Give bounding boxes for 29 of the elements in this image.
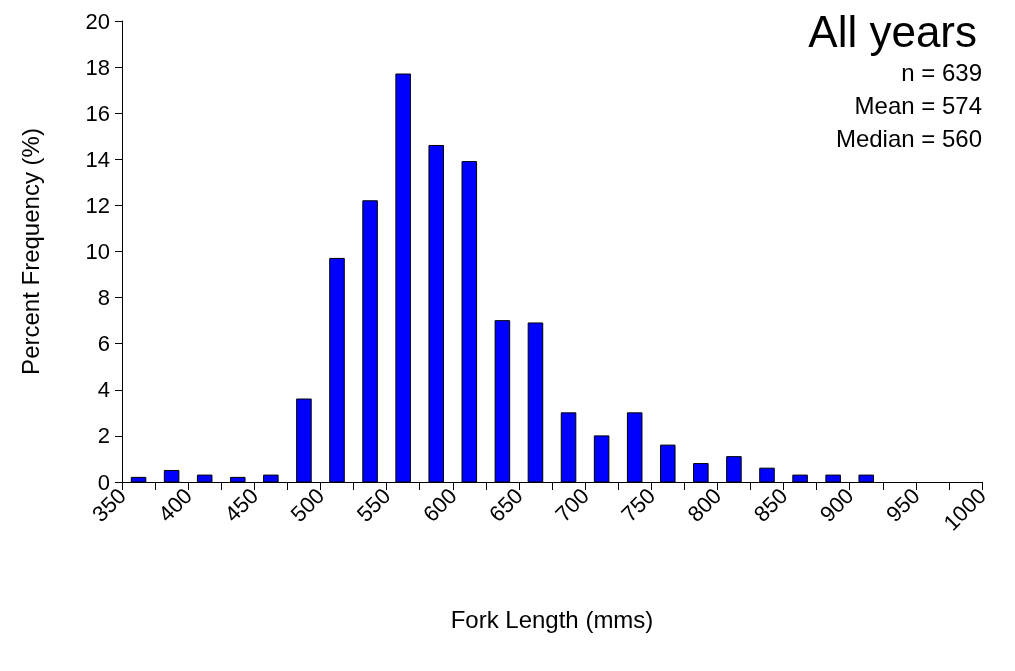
x-tick-label: 650 bbox=[484, 483, 528, 527]
y-tick-label: 10 bbox=[85, 239, 110, 264]
y-tick-label: 20 bbox=[85, 8, 110, 34]
chart-title: All years bbox=[808, 6, 977, 56]
x-tick-label: 450 bbox=[219, 483, 264, 527]
y-axis-title: Percent Frequency (%) bbox=[16, 128, 44, 375]
y-tick-label: 8 bbox=[97, 285, 110, 311]
x-tick-label: 600 bbox=[417, 483, 462, 527]
x-tick-label: 900 bbox=[814, 483, 859, 527]
x-tick-label: 550 bbox=[351, 483, 396, 527]
x-tick-label: 700 bbox=[550, 483, 594, 527]
annotation: Median = 560 bbox=[835, 124, 982, 152]
x-tick-label: 500 bbox=[285, 483, 330, 527]
x-tick-label: 400 bbox=[153, 483, 197, 527]
x-tick-label: 750 bbox=[616, 483, 661, 527]
y-tick-label: 14 bbox=[85, 146, 110, 172]
y-tick-label: 6 bbox=[97, 331, 110, 357]
y-tick-label: 18 bbox=[85, 54, 110, 80]
x-tick-label: 800 bbox=[682, 483, 727, 527]
x-tick-label: 850 bbox=[748, 483, 793, 527]
x-tick-label: 950 bbox=[881, 483, 925, 527]
y-tick-label: 16 bbox=[85, 100, 110, 126]
annotation: Mean = 574 bbox=[854, 91, 982, 119]
y-tick-label: 2 bbox=[97, 423, 110, 449]
y-tick-label: 12 bbox=[85, 192, 110, 218]
annotation: n = 639 bbox=[901, 58, 982, 86]
x-axis-title: Fork Length (mms) bbox=[450, 605, 654, 633]
y-tick-label: 0 bbox=[97, 469, 110, 495]
y-tick-label: 4 bbox=[97, 377, 110, 403]
